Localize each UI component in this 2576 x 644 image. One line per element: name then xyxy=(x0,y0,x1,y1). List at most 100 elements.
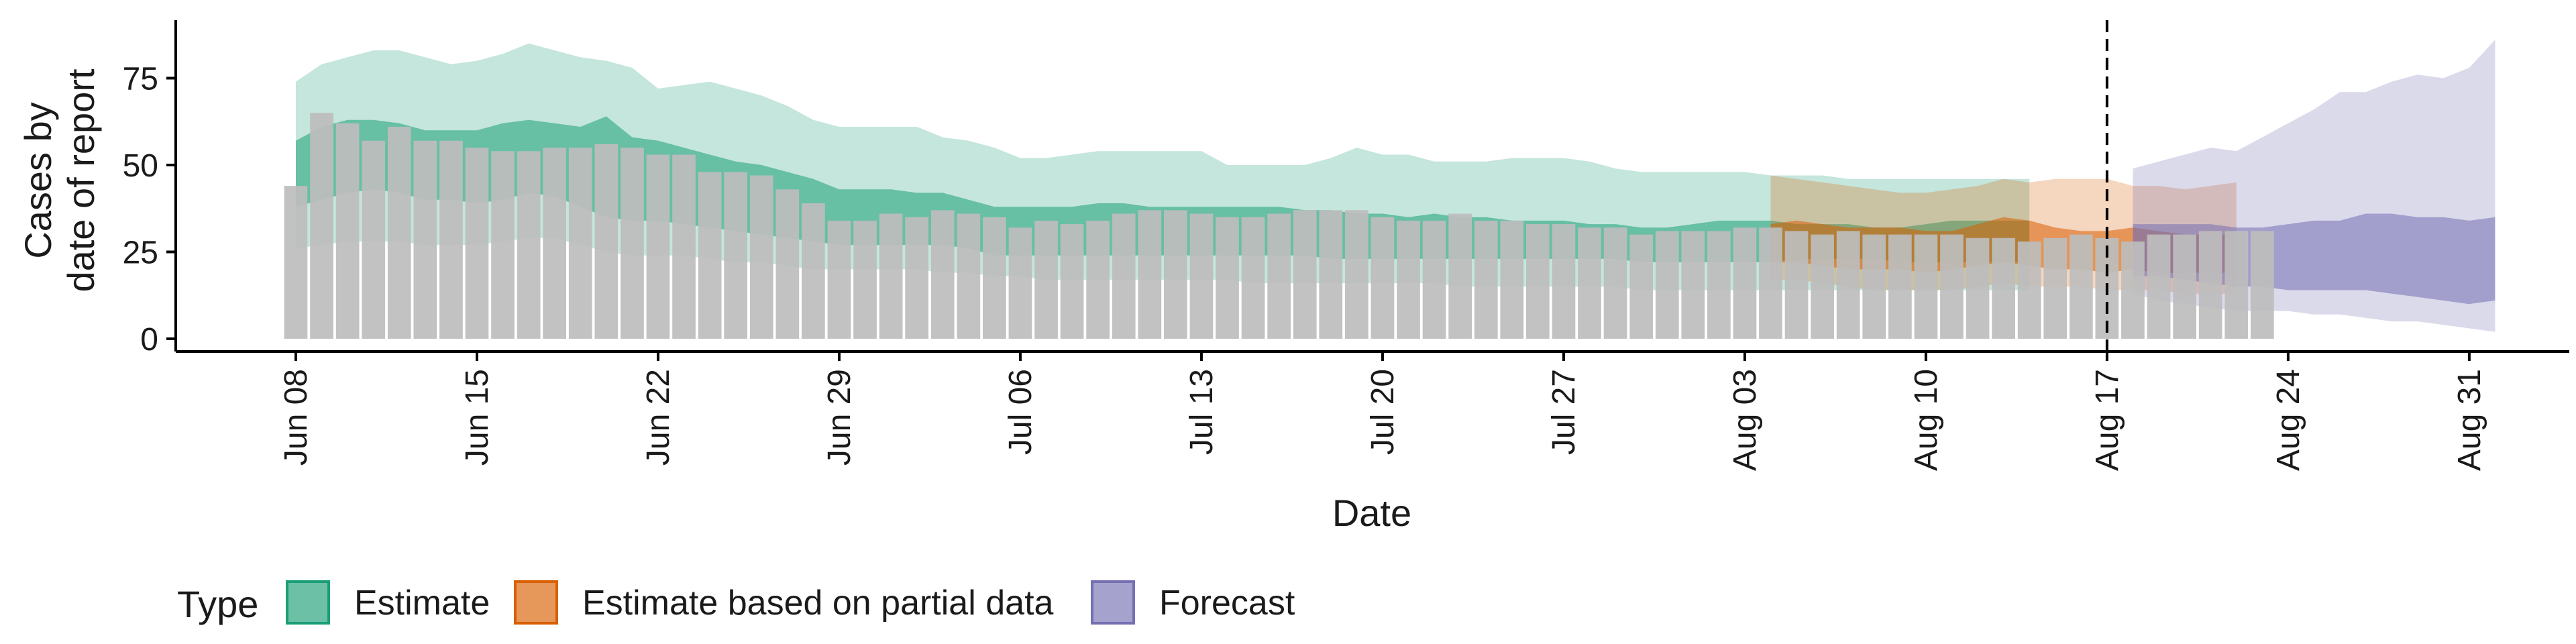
band-inner xyxy=(2133,213,2496,305)
bar xyxy=(1397,220,1420,339)
x-tick-label: Aug 17 xyxy=(2090,369,2125,471)
bar xyxy=(1241,217,1265,339)
x-tick-label: Aug 03 xyxy=(1727,369,1763,471)
legend-key xyxy=(1091,580,1135,625)
bar xyxy=(284,186,308,339)
bar xyxy=(1862,234,1886,339)
bar xyxy=(853,220,877,339)
bar xyxy=(698,172,722,339)
bar xyxy=(2251,231,2274,339)
bar xyxy=(879,213,903,339)
bar xyxy=(2173,234,2196,339)
x-axis-label: Date xyxy=(1332,492,1411,534)
bar xyxy=(362,140,386,339)
legend-label: Forecast xyxy=(1159,584,1295,623)
bar xyxy=(1733,227,1757,339)
bar xyxy=(905,217,928,339)
bar xyxy=(1448,213,1472,339)
bar xyxy=(1552,224,1576,339)
bar xyxy=(1836,231,1860,339)
bar xyxy=(1034,220,1058,339)
bar xyxy=(1966,237,1990,339)
bar xyxy=(1345,210,1368,339)
bar xyxy=(1164,210,1187,339)
bar xyxy=(802,203,825,339)
legend-key xyxy=(514,580,558,625)
bar xyxy=(646,154,670,339)
bar xyxy=(491,151,515,339)
x-tick-label: Aug 24 xyxy=(2271,369,2306,471)
bar xyxy=(310,113,333,339)
bar xyxy=(775,189,800,339)
bar xyxy=(1811,234,1834,339)
bar xyxy=(543,148,566,339)
bar xyxy=(1707,231,1731,339)
x-tick-label: Jun 22 xyxy=(641,369,676,466)
x-tick-label: Jun 15 xyxy=(460,369,495,466)
x-tick-label: Jul 13 xyxy=(1184,369,1220,455)
y-tick-label: 0 xyxy=(140,322,158,358)
legend: Type Estimate Estimate based on partial d… xyxy=(177,580,1295,625)
bar xyxy=(1655,231,1679,339)
bar xyxy=(2224,231,2249,339)
bar xyxy=(1138,210,1162,339)
bar xyxy=(2198,231,2222,339)
bar xyxy=(983,217,1006,339)
bar xyxy=(2121,241,2145,339)
bar xyxy=(1189,213,1214,339)
bar xyxy=(568,148,592,339)
bar xyxy=(1681,231,1705,339)
bar xyxy=(1008,227,1032,339)
bar xyxy=(1371,217,1395,339)
bar xyxy=(1267,213,1291,339)
bar xyxy=(1940,234,1964,339)
x-axis-ticks: Jun 08 Jun 15 Jun 22 Jun 29 Jul 06 Jul 13 Jul … xyxy=(278,352,2487,471)
bar xyxy=(1086,220,1110,339)
bar xyxy=(621,148,644,339)
y-tick-label: 25 xyxy=(123,235,158,271)
bar xyxy=(1914,234,1938,339)
legend-label: Estimate based on partial data xyxy=(582,584,1054,623)
bar xyxy=(1784,231,1809,339)
bar xyxy=(1603,227,1627,339)
bar xyxy=(439,140,463,339)
reported-cases-bars xyxy=(284,113,2274,339)
bar xyxy=(1293,210,1317,339)
bar xyxy=(1629,234,1653,339)
bar xyxy=(1992,237,2015,339)
x-tick-label: Jul 06 xyxy=(1003,369,1038,455)
bar xyxy=(2147,234,2171,339)
bar xyxy=(1474,220,1498,339)
y-tick-label: 75 xyxy=(123,62,158,97)
bar xyxy=(827,220,851,339)
bar xyxy=(517,151,541,339)
bar xyxy=(1422,220,1446,339)
x-tick-label: Aug 10 xyxy=(1909,369,1944,471)
y-axis-ticks: 0 25 50 75 xyxy=(123,62,176,358)
x-tick-label: Aug 31 xyxy=(2452,369,2487,471)
bar xyxy=(335,123,360,339)
bar xyxy=(1060,224,1084,339)
y-tick-label: 50 xyxy=(123,148,158,184)
bar xyxy=(749,175,773,339)
bar xyxy=(413,140,437,339)
bar xyxy=(672,154,696,339)
x-tick-label: Jul 20 xyxy=(1365,369,1401,455)
bar xyxy=(2070,234,2093,339)
bar xyxy=(2043,237,2068,339)
bar xyxy=(1526,224,1550,339)
bar xyxy=(1578,227,1601,339)
x-tick-label: Jun 29 xyxy=(822,369,857,466)
x-tick-label: Jun 08 xyxy=(278,369,314,466)
bar xyxy=(724,172,747,339)
bar xyxy=(594,144,619,339)
legend-title: Type xyxy=(177,583,258,625)
bar xyxy=(387,127,411,339)
bar xyxy=(1112,213,1136,339)
bar xyxy=(1888,234,1912,339)
bar xyxy=(1500,220,1524,339)
legend-key xyxy=(286,580,330,625)
bar xyxy=(957,213,981,339)
